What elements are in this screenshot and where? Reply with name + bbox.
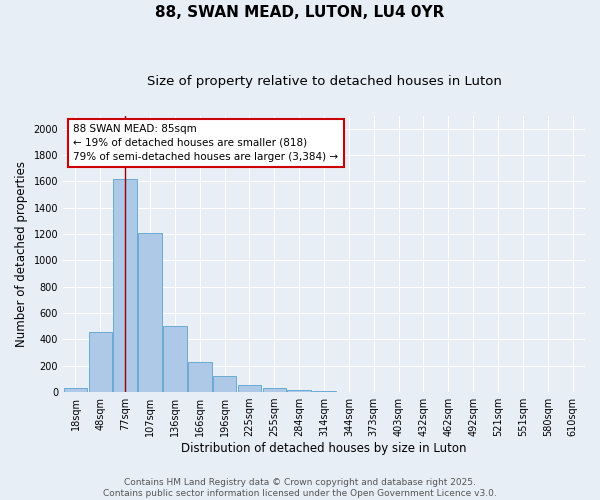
Title: Size of property relative to detached houses in Luton: Size of property relative to detached ho… [146, 75, 502, 88]
Bar [312, 390, 336, 392]
Text: Contains HM Land Registry data © Crown copyright and database right 2025.
Contai: Contains HM Land Registry data © Crown c… [103, 478, 497, 498]
Bar [138, 233, 162, 392]
Bar [163, 326, 187, 392]
Y-axis label: Number of detached properties: Number of detached properties [15, 161, 28, 347]
X-axis label: Distribution of detached houses by size in Luton: Distribution of detached houses by size … [181, 442, 467, 455]
Bar [287, 390, 311, 392]
Bar [238, 386, 261, 392]
Bar [188, 362, 212, 392]
Bar [64, 388, 87, 392]
Bar [263, 388, 286, 392]
Bar [213, 376, 236, 392]
Text: 88, SWAN MEAD, LUTON, LU4 0YR: 88, SWAN MEAD, LUTON, LU4 0YR [155, 5, 445, 20]
Bar [89, 332, 112, 392]
Bar [113, 179, 137, 392]
Text: 88 SWAN MEAD: 85sqm
← 19% of detached houses are smaller (818)
79% of semi-detac: 88 SWAN MEAD: 85sqm ← 19% of detached ho… [73, 124, 338, 162]
